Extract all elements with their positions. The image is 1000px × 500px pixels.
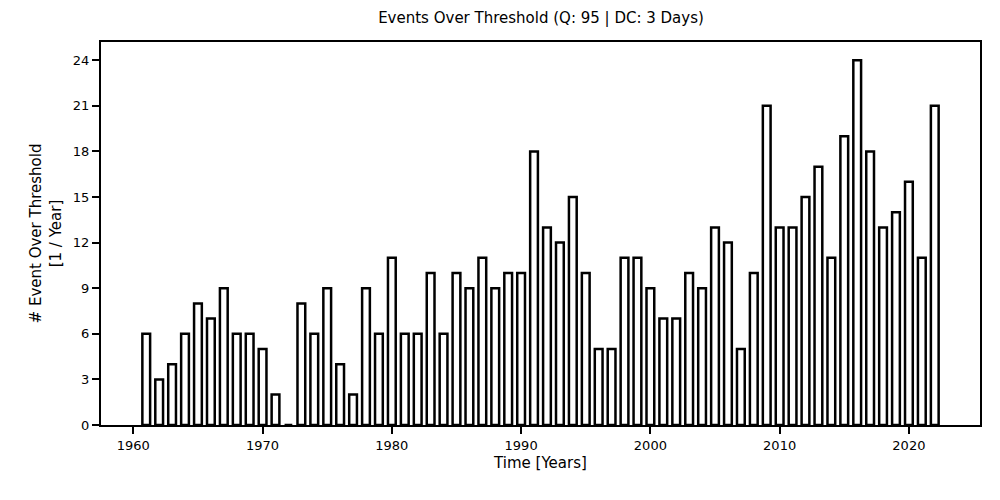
svg-text:9: 9 [81, 281, 89, 296]
svg-text:15: 15 [73, 190, 90, 205]
svg-text:1980: 1980 [375, 438, 408, 453]
svg-text:Events Over Threshold (Q: 95 |: Events Over Threshold (Q: 95 | DC: 3 Day… [378, 9, 704, 27]
svg-text:1990: 1990 [505, 438, 538, 453]
svg-text:21: 21 [73, 98, 90, 113]
svg-text:2010: 2010 [763, 438, 796, 453]
svg-text:# Event Over Threshold[1 / Yea: # Event Over Threshold[1 / Year] [27, 144, 65, 324]
svg-text:2000: 2000 [634, 438, 667, 453]
svg-text:1970: 1970 [246, 438, 279, 453]
svg-text:0: 0 [81, 418, 89, 433]
svg-text:12: 12 [73, 235, 90, 250]
svg-text:Time [Years]: Time [Years] [493, 454, 587, 472]
svg-text:18: 18 [73, 144, 90, 159]
svg-text:24: 24 [73, 53, 90, 68]
svg-text:1960: 1960 [117, 438, 150, 453]
svg-text:6: 6 [81, 326, 89, 341]
svg-text:3: 3 [81, 372, 89, 387]
svg-text:2020: 2020 [892, 438, 925, 453]
